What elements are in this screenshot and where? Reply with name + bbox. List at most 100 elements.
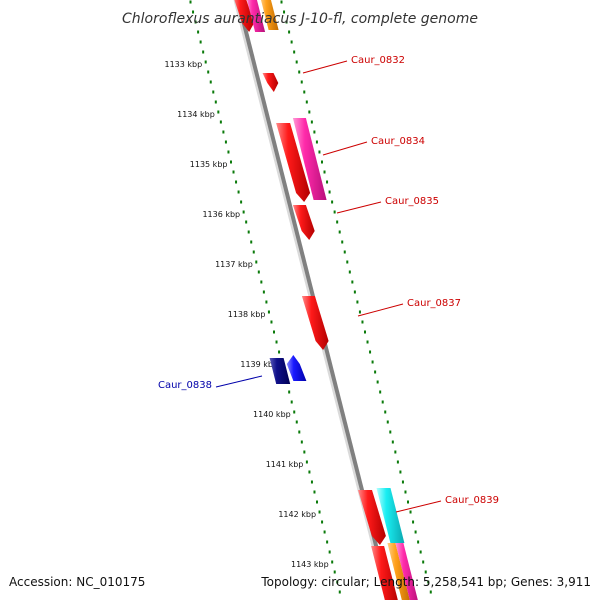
minor-tick (265, 300, 268, 304)
gene-arrow-orange (387, 543, 410, 600)
minor-tick (219, 120, 222, 124)
gene-label[interactable]: Caur_0834 (371, 136, 425, 147)
minor-tick (275, 340, 278, 344)
minor-tick (348, 270, 351, 274)
callout-line (357, 303, 404, 317)
tick-label: 1138 kbp (228, 310, 266, 319)
minor-tick (326, 180, 329, 184)
minor-tick (305, 100, 308, 104)
tick-label: 1141 kbp (266, 460, 304, 469)
minor-tick (303, 450, 306, 454)
minor-tick (351, 280, 354, 284)
gene-arrow-magenta (292, 118, 327, 200)
minor-tick (313, 130, 316, 134)
minor-tick (414, 530, 417, 534)
gene-arrow-red (292, 205, 315, 240)
minor-tick (315, 140, 318, 144)
minor-tick (298, 430, 301, 434)
minor-tick (217, 110, 220, 114)
gene-label[interactable]: Caur_0835 (385, 196, 439, 207)
tick-label: 1143 kbp (291, 560, 329, 569)
minor-tick (262, 290, 265, 294)
genome-summary-text: Topology: circular; Length: 5,258,541 bp… (260, 575, 591, 589)
tick-label: 1136 kbp (202, 210, 240, 219)
minor-tick (328, 190, 331, 194)
callout-line (302, 60, 348, 74)
callout-line (215, 375, 263, 388)
minor-tick (298, 70, 301, 74)
minor-tick (404, 490, 407, 494)
minor-tick (209, 80, 212, 84)
tick-label: 1134 kbp (177, 110, 215, 119)
minor-tick (250, 240, 253, 244)
minor-tick (288, 390, 291, 394)
minor-tick (358, 310, 361, 314)
accession-text: Accession: NC_010175 (9, 575, 145, 589)
tick-label: 1142 kbp (278, 510, 316, 519)
gene-arrow-red (301, 296, 329, 350)
minor-tick (318, 510, 321, 514)
minor-tick (204, 60, 207, 64)
tick-label: 1139 kbp (240, 360, 278, 369)
minor-tick (237, 190, 240, 194)
minor-tick (374, 370, 377, 374)
minor-tick (252, 250, 255, 254)
gene-arrow-orange (260, 0, 279, 30)
minor-tick (199, 40, 202, 44)
gene-label[interactable]: Caur_0832 (351, 55, 405, 66)
minor-tick (323, 170, 326, 174)
minor-tick (333, 210, 336, 214)
minor-tick (346, 260, 349, 264)
minor-tick (371, 360, 374, 364)
minor-tick (247, 230, 250, 234)
gene-arrow-magenta (395, 543, 418, 600)
minor-tick (389, 430, 392, 434)
minor-tick (270, 320, 273, 324)
minor-tick (197, 30, 200, 34)
gene-arrow-cyan (376, 488, 405, 543)
minor-tick (303, 90, 306, 94)
minor-tick (280, 0, 283, 4)
gene-arrow-navy (269, 358, 291, 384)
gene-label[interactable]: Caur_0837 (407, 298, 461, 309)
right-tick-rail (280, 0, 432, 594)
minor-tick (285, 20, 288, 24)
minor-tick (338, 590, 341, 594)
minor-tick (394, 450, 397, 454)
gene-arrow-red (262, 73, 279, 92)
callout-line (336, 201, 382, 214)
minor-tick (214, 100, 217, 104)
map-title: Chloroflexus aurantiacus J-10-fl, comple… (122, 11, 478, 27)
minor-tick (194, 20, 197, 24)
minor-tick (305, 460, 308, 464)
minor-tick (328, 550, 331, 554)
minor-tick (401, 480, 404, 484)
callout-line (395, 500, 442, 513)
minor-tick (424, 570, 427, 574)
minor-tick (260, 280, 263, 284)
minor-tick (318, 150, 321, 154)
minor-tick (417, 540, 420, 544)
minor-tick (427, 580, 430, 584)
gene-arrow-red (276, 123, 311, 202)
gene-arrow-red (234, 0, 255, 32)
minor-tick (207, 70, 210, 74)
minor-tick (300, 80, 303, 84)
minor-tick (212, 90, 215, 94)
left-tick-rail (189, 0, 341, 594)
gene-arrow-red (358, 490, 386, 545)
gene-label[interactable]: Caur_0838 (158, 380, 212, 391)
gene-label[interactable]: Caur_0839 (445, 495, 499, 506)
minor-tick (333, 570, 336, 574)
minor-tick (331, 200, 334, 204)
minor-tick (192, 10, 195, 14)
minor-tick (399, 470, 402, 474)
minor-tick (338, 230, 341, 234)
minor-tick (366, 340, 369, 344)
minor-tick (409, 510, 412, 514)
minor-tick (321, 520, 324, 524)
minor-tick (283, 10, 286, 14)
minor-tick (313, 490, 316, 494)
minor-tick (295, 420, 298, 424)
